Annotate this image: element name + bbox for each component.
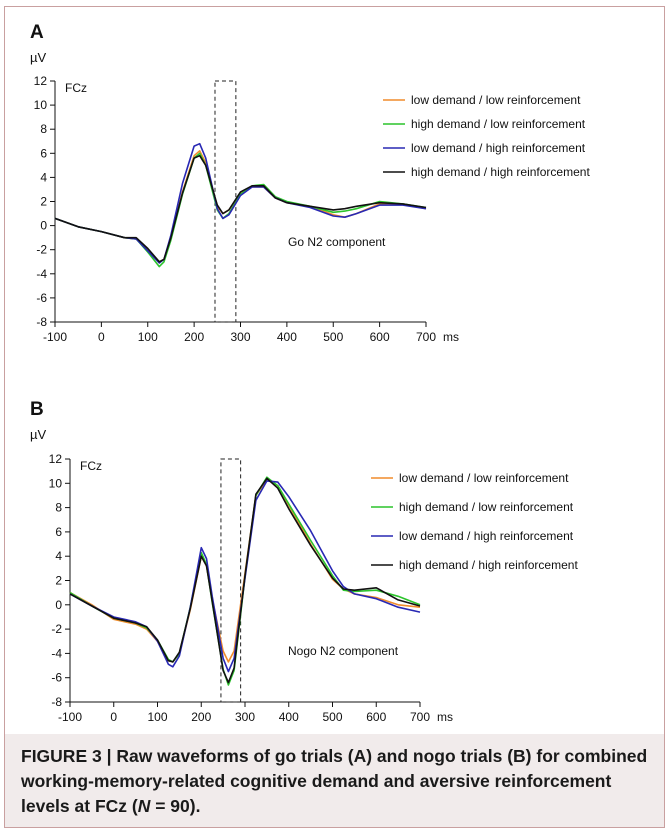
- panel-a-y-tick-label: 4: [40, 170, 47, 184]
- panel-a-series-line-low-high: [54, 142, 427, 264]
- panel-a-series-line-high-high: [54, 154, 427, 263]
- panel-b-x-tick-label: 0: [110, 710, 117, 724]
- caption-n-value: = 90).: [150, 796, 201, 816]
- panel-b-y-tick-label: 2: [55, 574, 62, 588]
- figure-frame: [4, 6, 665, 828]
- panel-a-x-unit: ms: [443, 330, 459, 344]
- panel-b-legend-label: high demand / high reinforcement: [399, 558, 578, 572]
- panel-a-legend-label: low demand / high reinforcement: [411, 141, 586, 155]
- panel-b-y-unit: µV: [30, 427, 46, 442]
- panel-a-x-tick-label: 500: [323, 330, 343, 344]
- panel-a-n2-window-box: [214, 80, 237, 323]
- panel-a-y-tick-label: -6: [36, 291, 47, 305]
- panel-a-y-unit: µV: [30, 50, 46, 65]
- panel-b-y-tick-label: 4: [55, 549, 62, 563]
- panel-b-y-tick-label: -4: [51, 646, 62, 660]
- panel-a-legend-label: low demand / low reinforcement: [411, 93, 581, 107]
- panel-b-legend-label: low demand / high reinforcement: [399, 529, 574, 543]
- panel-a-letter: A: [30, 22, 44, 43]
- panel-a-legend-label: high demand / high reinforcement: [411, 165, 590, 179]
- panel-b-y-tick-label: 6: [55, 525, 62, 539]
- panel-a-plot: AµV FCz 12 10 8 6 4 2 0 -2 -4 -6 -8-100 0 100 200 300 400…: [30, 22, 590, 344]
- caption-prefix: FIGURE 3 |: [21, 746, 117, 766]
- panel-a-y-tick-label: 2: [40, 195, 47, 209]
- panel-b-n2-window-box: [220, 458, 242, 703]
- panel-b-y-tick-label: -6: [51, 671, 62, 685]
- panel-b-y-tick-label: 10: [49, 476, 63, 490]
- panel-b-y-tick-label: -8: [51, 695, 62, 709]
- caption-body: Raw waveforms of go trials (A) and nogo …: [21, 746, 648, 816]
- caption-n-symbol: N: [137, 796, 151, 816]
- panel-b-x-unit: ms: [437, 710, 453, 724]
- panel-a-legend-label: high demand / low reinforcement: [411, 117, 586, 131]
- panel-b-y-tick-label: -2: [51, 622, 62, 636]
- panel-b-y-tick-label: 0: [55, 598, 62, 612]
- panel-a-y-tick-label: 8: [40, 122, 47, 136]
- panel-b-series-line-high-high: [69, 477, 421, 684]
- figure-caption: FIGURE 3 | Raw waveforms of go trials (A…: [21, 744, 651, 819]
- panel-a-component-annotation: Go N2 component: [288, 235, 386, 249]
- panel-b-legend-label: low demand / low reinforcement: [399, 471, 569, 485]
- panel-b-component-annotation: Nogo N2 component: [288, 644, 399, 658]
- panel-a-x-tick-label: 0: [98, 330, 105, 344]
- panel-a-y-tick-label: 6: [40, 146, 47, 160]
- panel-a-x-tick-label: 200: [184, 330, 204, 344]
- panel-b-x-tick-label: 700: [410, 710, 430, 724]
- panel-a-x-tick-label: -100: [43, 330, 67, 344]
- panel-b-x-tick-label: -100: [58, 710, 82, 724]
- panel-b-legend-label: high demand / low reinforcement: [399, 500, 574, 514]
- panel-b-y-tick-label: 8: [55, 501, 62, 515]
- panel-a-x-tick-label: 700: [416, 330, 436, 344]
- caption-background: [5, 734, 664, 827]
- panel-a-channel-label: FCz: [65, 81, 87, 95]
- panel-b-x-tick-label: 300: [235, 710, 255, 724]
- panel-b-x-tick-label: 100: [147, 710, 167, 724]
- panel-a-y-tick-label: 10: [34, 98, 48, 112]
- panel-a-x-tick-label: 400: [277, 330, 297, 344]
- panel-a-y-tick-label: 12: [34, 74, 48, 88]
- panel-b-x-tick-label: 200: [191, 710, 211, 724]
- panel-b-x-tick-label: 500: [322, 710, 342, 724]
- panel-a-y-tick-label: -4: [36, 267, 47, 281]
- panel-a-x-tick-label: 300: [230, 330, 250, 344]
- panel-a-y-tick-label: -2: [36, 243, 47, 257]
- panel-a-y-tick-label: -8: [36, 315, 47, 329]
- panel-a-x-tick-label: 100: [138, 330, 158, 344]
- panel-b-x-tick-label: 400: [279, 710, 299, 724]
- panel-a-x-tick-label: 600: [370, 330, 390, 344]
- panel-b-x-tick-label: 600: [366, 710, 386, 724]
- panel-b-y-tick-label: 12: [49, 452, 63, 466]
- panel-b-letter: B: [30, 399, 44, 420]
- panel-b-plot: BµV FCz 12 10 8 6 4 2 0 -2 -4 -6 -8-100 0 100 200 300 400…: [30, 399, 578, 724]
- panel-a-y-tick-label: 0: [40, 219, 47, 233]
- panel-a-series-line-high-low: [54, 152, 427, 268]
- panel-b-channel-label: FCz: [80, 459, 102, 473]
